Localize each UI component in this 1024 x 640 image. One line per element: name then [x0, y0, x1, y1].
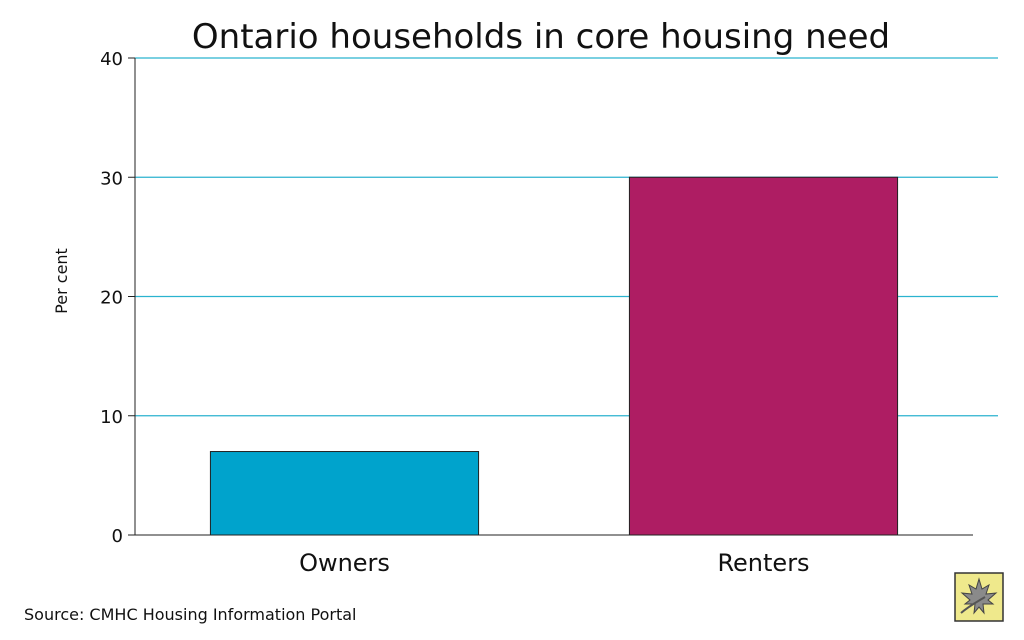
bars [209, 176, 899, 536]
source-note: Source: CMHC Housing Information Portal [24, 605, 357, 624]
x-category-label: Owners [299, 549, 390, 577]
y-tick-labels: 0 10 20 30 40 [100, 49, 123, 547]
maple-leaf-logo-icon [954, 572, 1004, 622]
x-category-label: Renters [717, 549, 809, 577]
y-tick-label: 20 [100, 288, 123, 309]
y-axis-label: Per cent [52, 248, 71, 314]
y-tick-label: 30 [100, 168, 123, 189]
chart-title: Ontario households in core housing need [192, 17, 890, 57]
y-tick-label: 10 [100, 407, 123, 428]
x-category-labels: Owners Renters [299, 549, 810, 577]
y-tick-label: 0 [112, 526, 123, 547]
bar-renters [628, 176, 899, 536]
bar-owners [209, 451, 480, 536]
y-tick-label: 40 [100, 49, 123, 70]
